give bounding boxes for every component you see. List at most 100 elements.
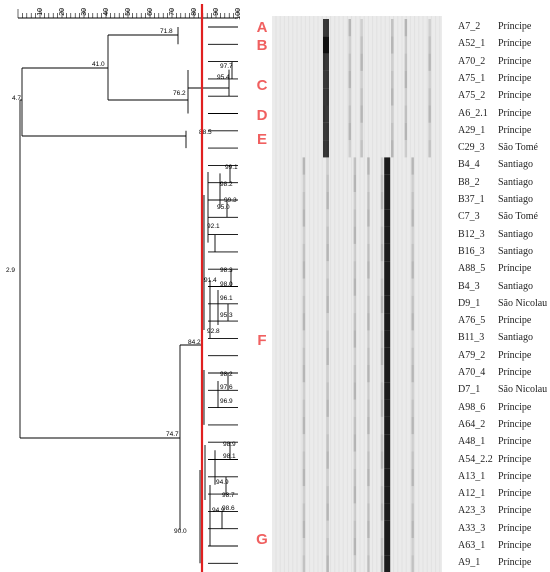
gel-band bbox=[302, 243, 306, 262]
gel-band bbox=[302, 192, 306, 210]
gel-band bbox=[380, 330, 384, 348]
gel-band bbox=[302, 226, 306, 244]
strain-origin: Príncipe bbox=[498, 367, 532, 378]
node-similarity-label: 98.6 bbox=[222, 505, 235, 512]
gel-band bbox=[326, 313, 329, 331]
gel-band bbox=[302, 295, 306, 314]
gel-band bbox=[326, 434, 329, 452]
gel-band bbox=[380, 261, 384, 279]
gel-band bbox=[411, 416, 414, 435]
gel-band bbox=[326, 295, 329, 314]
gel-band bbox=[326, 192, 329, 210]
gel-band bbox=[428, 53, 431, 71]
strain-origin: São Tomé bbox=[498, 211, 538, 223]
gel-band bbox=[380, 486, 384, 504]
gel-band bbox=[411, 157, 414, 175]
gel-band bbox=[323, 140, 329, 158]
gel-band bbox=[428, 36, 431, 54]
node-similarity-label: 98.9 bbox=[223, 441, 236, 448]
node-similarity-label: 98.7 bbox=[222, 492, 235, 499]
strain-origin: Príncipe bbox=[498, 488, 532, 500]
node-similarity-label: 90.0 bbox=[174, 528, 187, 535]
gel-band bbox=[411, 434, 414, 452]
gel-band bbox=[380, 347, 384, 365]
gel-band bbox=[353, 226, 357, 244]
strain-origin: Santiago bbox=[498, 194, 533, 205]
gel-band bbox=[326, 278, 329, 296]
node-similarity-label: 88.5 bbox=[199, 129, 212, 136]
strain-origin: Príncipe bbox=[498, 436, 532, 448]
gel-band bbox=[411, 382, 414, 400]
gel-band bbox=[353, 313, 357, 331]
node-similarity-label: 74.7 bbox=[166, 431, 179, 438]
gel-band bbox=[323, 19, 329, 37]
gel-band bbox=[391, 88, 394, 106]
strain-id: A54_2.2 bbox=[458, 453, 493, 465]
gel-band bbox=[411, 243, 414, 262]
gel-band bbox=[380, 226, 384, 244]
gel-band bbox=[411, 538, 414, 556]
gel-band bbox=[404, 70, 408, 89]
node-similarity-label: 97.7 bbox=[220, 63, 233, 70]
gel-band bbox=[353, 503, 357, 521]
gel-band bbox=[348, 122, 351, 141]
gel-band bbox=[323, 122, 329, 141]
gel-band bbox=[380, 243, 384, 262]
strain-id: A70_4 bbox=[458, 367, 486, 378]
cluster-letter: B bbox=[257, 37, 268, 54]
gel-band bbox=[326, 330, 329, 348]
cluster-letter: D bbox=[257, 107, 268, 124]
gel-band bbox=[411, 486, 414, 504]
gel-band bbox=[302, 261, 306, 279]
gel-band bbox=[360, 53, 363, 71]
strain-id: B8_2 bbox=[458, 176, 480, 188]
gel-band bbox=[391, 19, 394, 37]
strain-id: A9_1 bbox=[458, 557, 481, 569]
gel-band bbox=[348, 19, 351, 37]
strain-origin: Príncipe bbox=[498, 522, 532, 534]
gel-band bbox=[302, 209, 306, 227]
gel-band bbox=[302, 434, 306, 452]
cluster-letter: A bbox=[257, 19, 268, 36]
strain-id: B12_3 bbox=[458, 228, 485, 240]
gel-band bbox=[380, 451, 384, 469]
gel-band bbox=[384, 174, 391, 192]
strain-id: D7_1 bbox=[458, 384, 481, 396]
gel-band bbox=[353, 468, 357, 487]
strain-origin: Príncipe bbox=[498, 21, 532, 32]
gel-band bbox=[353, 486, 357, 504]
gel-band bbox=[367, 503, 370, 521]
gel-band bbox=[302, 157, 306, 175]
strain-id: A75_1 bbox=[458, 72, 486, 84]
gel-band bbox=[360, 19, 363, 37]
strain-id: A64_2 bbox=[458, 418, 486, 430]
scale-tick-label: 80 bbox=[191, 8, 198, 16]
gel-band bbox=[411, 330, 414, 348]
node-similarity-label: 97.6 bbox=[220, 384, 233, 391]
gel-band bbox=[353, 295, 357, 314]
gel-band bbox=[302, 365, 306, 383]
strain-id: A70_2 bbox=[458, 55, 486, 67]
strain-origin: Santiago bbox=[498, 280, 533, 292]
node-similarity-label: 71.8 bbox=[160, 28, 173, 35]
gel-band bbox=[380, 538, 384, 556]
gel-band bbox=[367, 174, 370, 192]
gel-band bbox=[380, 434, 384, 452]
gel-band bbox=[411, 365, 414, 383]
gel-band bbox=[384, 209, 391, 227]
gel-band bbox=[353, 192, 357, 210]
gel-band bbox=[411, 261, 414, 279]
node-similarity-label: 98.2 bbox=[220, 181, 233, 188]
node-similarity-label: 98.2 bbox=[220, 371, 233, 378]
gel-band bbox=[326, 451, 329, 469]
strain-origin: Príncipe bbox=[498, 38, 532, 50]
gel-band bbox=[391, 122, 394, 141]
gel-band bbox=[411, 278, 414, 296]
scale-tick-label: 10 bbox=[37, 8, 44, 16]
gel-band bbox=[384, 538, 391, 556]
gel-band bbox=[411, 192, 414, 210]
strain-origin: Príncipe bbox=[498, 124, 532, 136]
gel-band bbox=[323, 88, 329, 106]
gel-band bbox=[353, 261, 357, 279]
scale-tick-label: 50 bbox=[125, 8, 132, 16]
